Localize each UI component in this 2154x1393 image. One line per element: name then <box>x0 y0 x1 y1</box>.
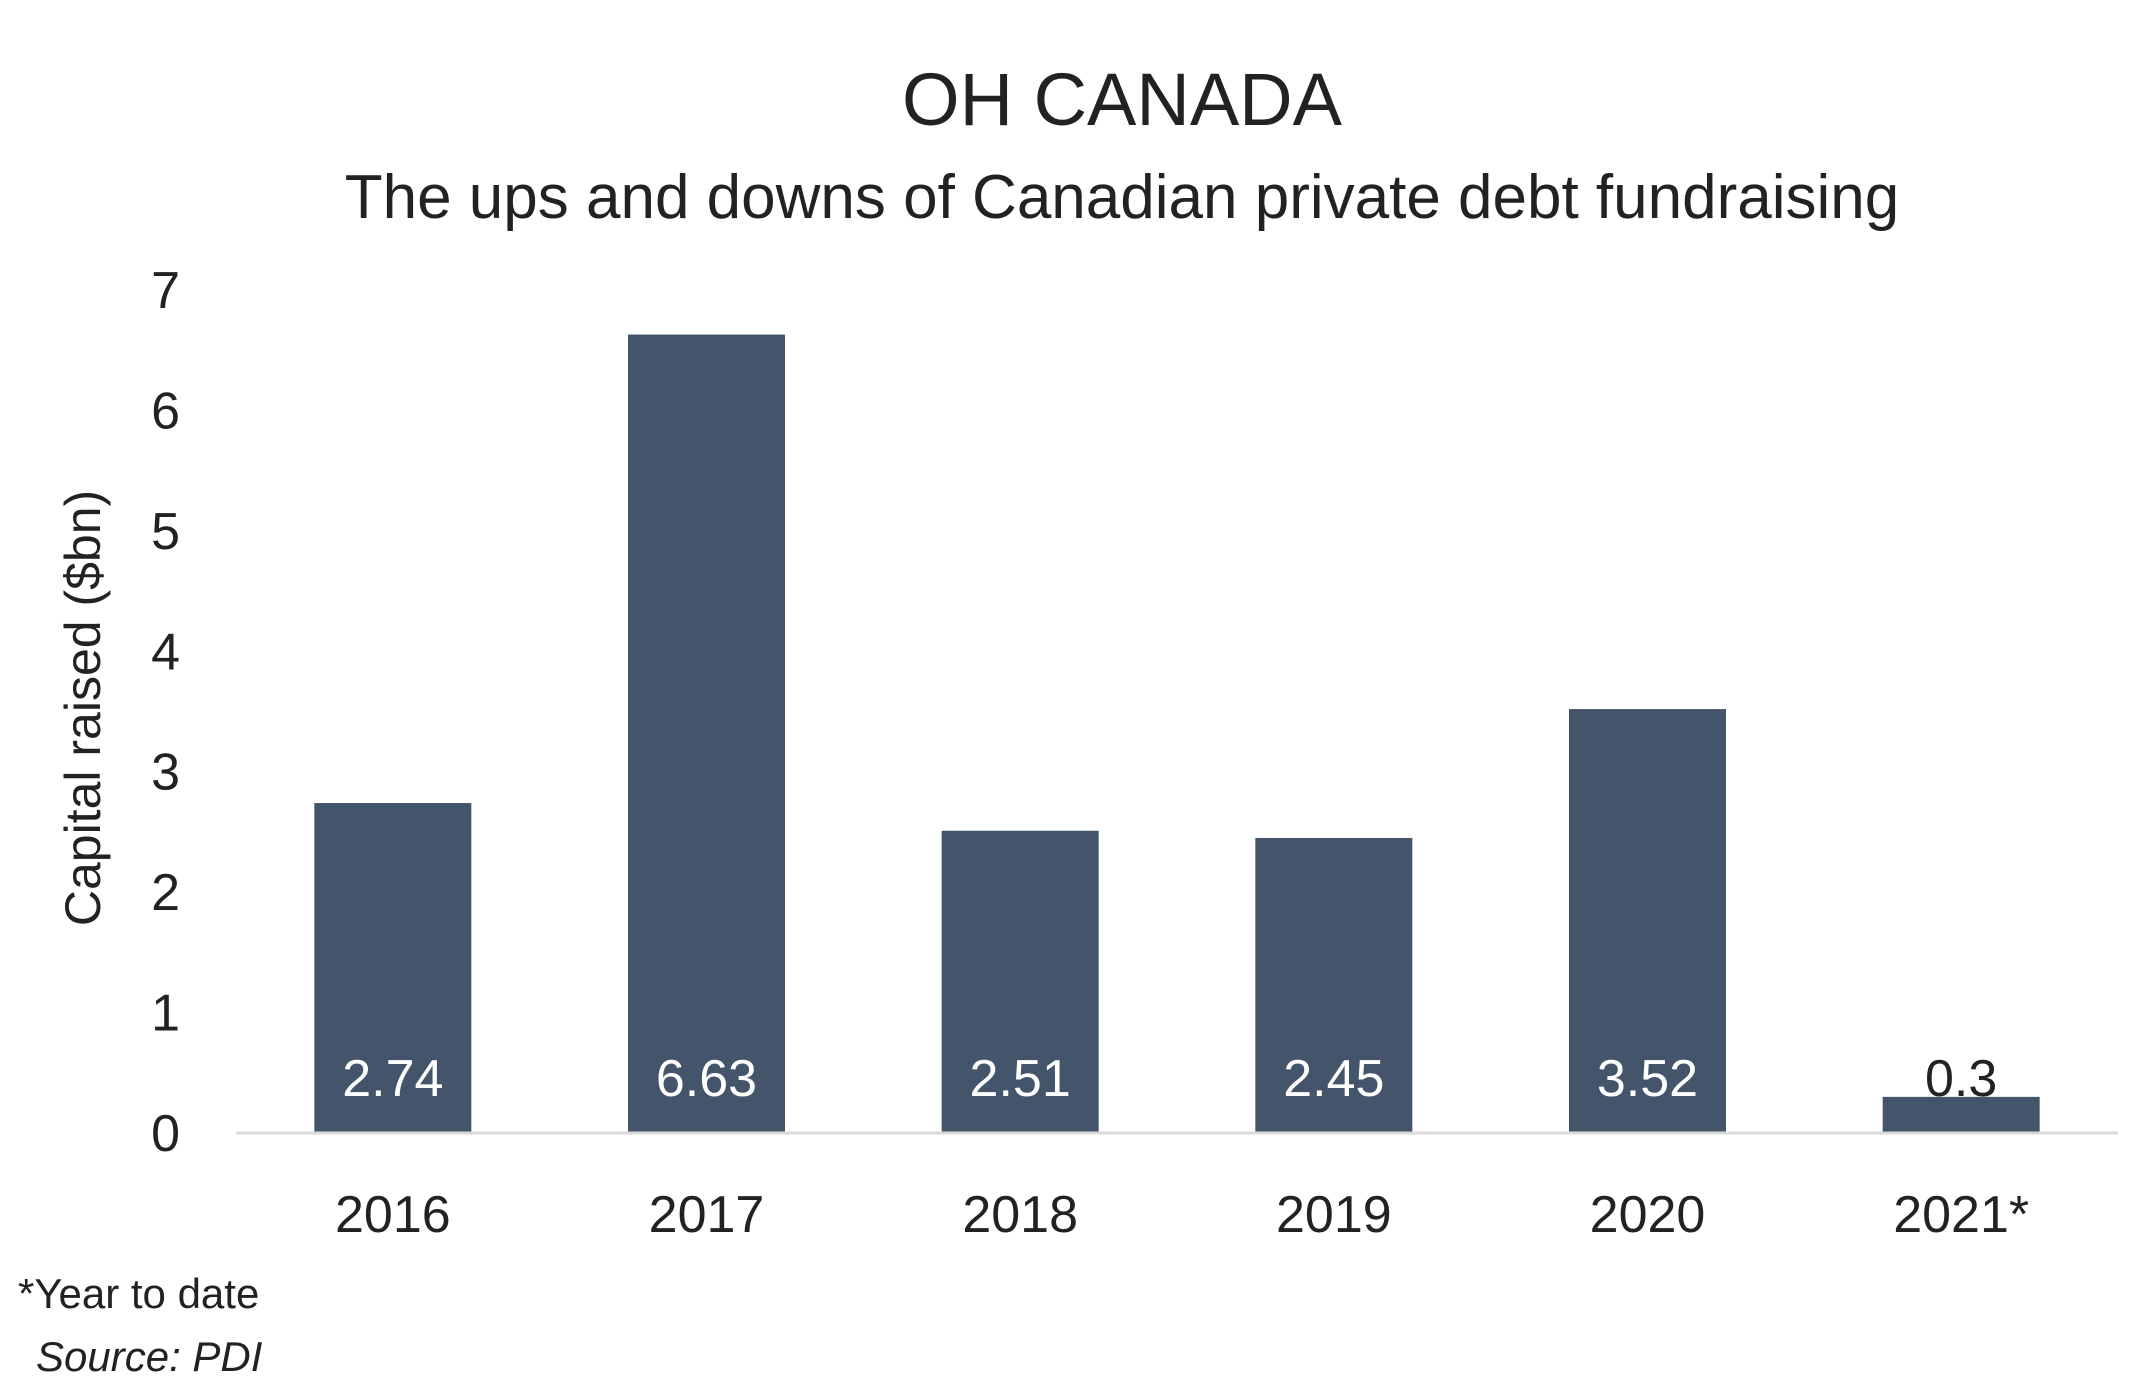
chart-subtitle: The ups and downs of Canadian private de… <box>345 163 1899 232</box>
bar-data-label: 2.45 <box>1283 1050 1384 1108</box>
x-tick-label: 2019 <box>1276 1186 1392 1244</box>
x-tick-label: 2020 <box>1590 1186 1706 1244</box>
x-tick-label: 2017 <box>649 1186 765 1244</box>
bar <box>1882 1096 2040 1133</box>
bar <box>941 830 1099 1133</box>
y-tick-label: 1 <box>151 985 180 1043</box>
bar <box>1569 709 1726 1133</box>
y-tick-label: 4 <box>151 623 180 681</box>
bar-data-label: 2.74 <box>342 1050 443 1108</box>
bar <box>1255 837 1413 1133</box>
y-axis-label: Capital raised ($bn) <box>55 490 111 926</box>
y-tick-label: 3 <box>151 744 180 802</box>
x-axis-ticks: 2016 2017 2018 2019 2020 2021* <box>335 1186 2029 1244</box>
bars-group <box>314 334 2040 1133</box>
y-tick-label: 6 <box>151 382 180 440</box>
y-axis-ticks: 0 1 2 3 4 5 6 7 <box>151 262 180 1163</box>
bar-data-label: 3.52 <box>1597 1050 1698 1108</box>
bar-data-label: 2.51 <box>970 1050 1071 1108</box>
x-tick-label: 2018 <box>962 1186 1078 1244</box>
y-tick-label: 5 <box>151 503 180 561</box>
bar <box>628 334 785 1133</box>
x-tick-label: 2021* <box>1893 1186 2029 1244</box>
chart-title: OH CANADA <box>902 58 1343 141</box>
bar-data-label: 6.63 <box>656 1050 757 1108</box>
y-tick-label: 2 <box>151 864 180 922</box>
footnote: *Year to date <box>18 1270 260 1317</box>
data-labels-group: 2.74 6.63 2.51 2.45 3.52 0.3 <box>342 1050 1997 1108</box>
bar <box>314 803 472 1133</box>
source-note: Source: PDI <box>36 1333 263 1380</box>
y-tick-label: 0 <box>151 1105 180 1163</box>
bar-data-label: 0.3 <box>1925 1050 1997 1108</box>
x-tick-label: 2016 <box>335 1186 451 1244</box>
y-tick-label: 7 <box>151 262 180 320</box>
